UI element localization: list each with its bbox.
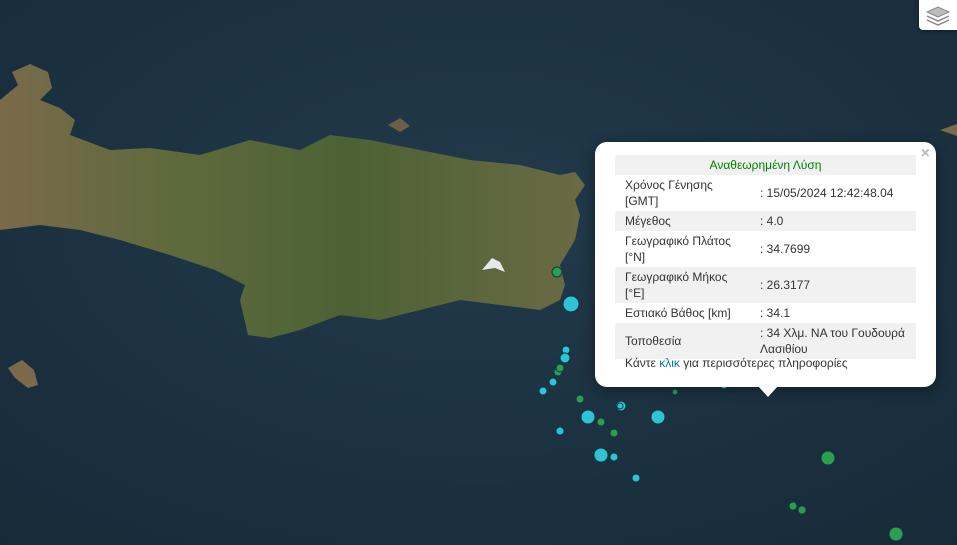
value: : 15/05/2024 12:42:48.04 (760, 186, 894, 200)
earthquake-marker[interactable] (562, 295, 580, 313)
earthquake-marker[interactable] (888, 526, 904, 542)
more-info-text: Κάντε κλικ για περισσότερες πληροφορίες (625, 356, 848, 370)
earthquake-marker[interactable] (631, 473, 641, 483)
label: Γεωγραφικό Μήκος [°E] (625, 270, 728, 300)
crete-island (0, 64, 585, 338)
gavdos-island (8, 360, 38, 388)
earthquake-details-table: Αναθεωρημένη Λύση Χρόνος Γένησης [GMT] : … (615, 155, 916, 359)
earthquake-marker[interactable] (609, 428, 619, 438)
popup-tip (758, 386, 778, 397)
dia-island (388, 118, 410, 132)
earthquake-marker[interactable] (551, 266, 563, 278)
layers-icon (925, 6, 951, 26)
earthquake-marker[interactable] (820, 450, 836, 466)
value: : 34 Χλμ. ΝΑ του Γουδουρά Λασιθίου (760, 326, 905, 356)
earthquake-marker[interactable] (559, 352, 571, 364)
popup-title: Αναθεωρημένη Λύση (709, 158, 822, 172)
earthquake-marker[interactable] (555, 363, 565, 373)
earthquake-marker[interactable] (538, 386, 548, 396)
row-depth: Εστιακό Βάθος [km] : 34.1 (615, 303, 916, 323)
earthquake-marker[interactable] (596, 417, 606, 427)
earthquake-marker[interactable] (797, 505, 807, 515)
row-location: Τοποθεσία : 34 Χλμ. ΝΑ του Γουδουρά Λασιθ… (615, 323, 916, 359)
more-suffix: για περισσότερες πληροφορίες (679, 356, 848, 370)
island-east (940, 124, 957, 136)
close-popup-button[interactable]: × (920, 145, 930, 162)
label: Μέγεθος (625, 214, 671, 228)
value: : 4.0 (760, 214, 784, 228)
earthquake-marker[interactable] (575, 394, 585, 404)
row-longitude: Γεωγραφικό Μήκος [°E] : 26.3177 (615, 267, 916, 303)
earthquake-marker[interactable] (580, 409, 596, 425)
earthquake-marker[interactable] (788, 501, 798, 511)
more-prefix: Κάντε (625, 356, 660, 370)
earthquake-marker[interactable] (593, 447, 609, 463)
row-origin-time: Χρόνος Γένησης [GMT] : 15/05/2024 12:42:4… (615, 175, 916, 211)
value: : 26.3177 (760, 278, 811, 292)
earthquake-marker[interactable] (548, 377, 558, 387)
label: Τοποθεσία (625, 334, 682, 348)
layers-control-button[interactable] (919, 0, 957, 30)
snow-peak (482, 258, 505, 272)
earthquake-marker[interactable] (616, 402, 624, 410)
label: Χρόνος Γένησης [GMT] (625, 178, 713, 208)
row-magnitude: Μέγεθος : 4.0 (615, 211, 916, 231)
value: : 34.1 (760, 306, 791, 320)
earthquake-marker[interactable] (555, 426, 565, 436)
earthquake-popup: × Αναθεωρημένη Λύση Χρόνος Γένησης [GMT]… (595, 142, 936, 387)
earthquake-marker[interactable] (671, 388, 679, 396)
label: Εστιακό Βάθος [km] (625, 306, 731, 320)
row-latitude: Γεωγραφικό Πλάτος [°N] : 34.7699 (615, 231, 916, 267)
value: : 34.7699 (760, 242, 811, 256)
more-info-link[interactable]: κλικ (659, 356, 680, 370)
label: Γεωγραφικό Πλάτος [°N] (625, 234, 731, 264)
earthquake-marker[interactable] (609, 452, 619, 462)
earthquake-marker[interactable] (650, 409, 666, 425)
